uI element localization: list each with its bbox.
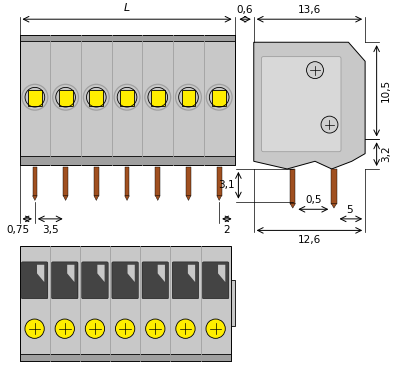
Circle shape <box>206 319 225 338</box>
Polygon shape <box>63 196 68 200</box>
Polygon shape <box>186 196 191 200</box>
Circle shape <box>25 319 44 338</box>
Bar <box>125 167 129 196</box>
FancyBboxPatch shape <box>142 262 168 299</box>
Circle shape <box>116 319 135 338</box>
Text: 12,6: 12,6 <box>298 235 321 245</box>
Polygon shape <box>94 196 99 200</box>
Polygon shape <box>331 204 337 208</box>
Polygon shape <box>37 265 44 282</box>
Bar <box>59 90 72 106</box>
Bar <box>63 167 68 196</box>
Bar <box>182 90 195 106</box>
FancyBboxPatch shape <box>21 262 48 299</box>
FancyBboxPatch shape <box>262 56 341 152</box>
Text: 3,5: 3,5 <box>42 225 58 235</box>
FancyBboxPatch shape <box>112 262 138 299</box>
Text: 2: 2 <box>224 225 230 235</box>
Circle shape <box>321 116 338 133</box>
Bar <box>90 90 103 106</box>
Text: 0,75: 0,75 <box>6 225 29 235</box>
Text: 10,5: 10,5 <box>381 79 391 103</box>
Bar <box>290 169 296 204</box>
Polygon shape <box>128 265 135 282</box>
Bar <box>212 90 226 106</box>
Polygon shape <box>158 265 165 282</box>
Polygon shape <box>156 196 160 200</box>
Polygon shape <box>32 196 37 200</box>
Circle shape <box>55 319 74 338</box>
Text: 0,5: 0,5 <box>305 195 322 205</box>
Bar <box>156 167 160 196</box>
Bar <box>94 167 99 196</box>
Text: 3,2: 3,2 <box>381 146 391 162</box>
Bar <box>28 90 42 106</box>
FancyBboxPatch shape <box>52 262 78 299</box>
Polygon shape <box>254 42 365 169</box>
Bar <box>20 156 234 165</box>
Bar <box>217 167 222 196</box>
Bar <box>20 354 231 361</box>
Text: L: L <box>124 3 130 13</box>
Polygon shape <box>218 265 225 282</box>
Bar <box>120 90 134 106</box>
Polygon shape <box>97 265 105 282</box>
Circle shape <box>146 319 165 338</box>
Polygon shape <box>188 265 195 282</box>
Bar <box>20 246 231 361</box>
FancyBboxPatch shape <box>20 35 234 165</box>
Bar <box>32 167 37 196</box>
Circle shape <box>306 62 324 79</box>
Polygon shape <box>217 196 222 200</box>
Polygon shape <box>67 265 74 282</box>
Bar <box>331 169 337 204</box>
Bar <box>151 90 165 106</box>
Circle shape <box>176 319 195 338</box>
FancyBboxPatch shape <box>172 262 199 299</box>
Bar <box>231 280 235 326</box>
FancyBboxPatch shape <box>82 262 108 299</box>
Text: 3,1: 3,1 <box>218 180 234 190</box>
Text: 0,6: 0,6 <box>237 5 253 15</box>
Polygon shape <box>290 204 296 208</box>
Bar <box>20 35 234 41</box>
Bar <box>186 167 191 196</box>
Polygon shape <box>125 196 129 200</box>
Text: 13,6: 13,6 <box>298 5 321 15</box>
Circle shape <box>85 319 105 338</box>
Text: 5: 5 <box>346 205 353 215</box>
FancyBboxPatch shape <box>202 262 229 299</box>
